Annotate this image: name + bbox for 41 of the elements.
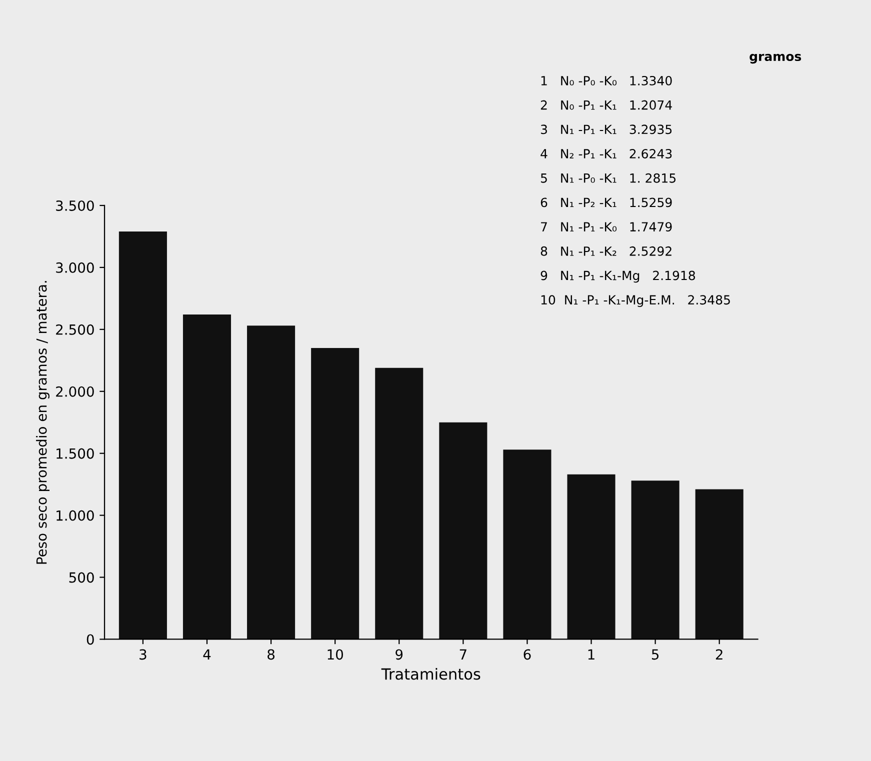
text: 2 N₀ -P₁ -K₁ 1.2074 bbox=[540, 100, 672, 110]
y-tick-label: 0 bbox=[86, 634, 94, 645]
bar bbox=[247, 326, 296, 640]
bar bbox=[695, 489, 744, 640]
y-tick-label: 1.000 bbox=[56, 510, 94, 521]
bar bbox=[439, 422, 488, 640]
text: 1 N₀ -P₀ -K₀ 1.3340 bbox=[541, 76, 672, 86]
y-tick-label: 2.500 bbox=[56, 324, 94, 335]
bar bbox=[503, 450, 552, 640]
x-tick-label: 2 bbox=[716, 649, 722, 660]
y-tick-label: 2.000 bbox=[56, 386, 94, 397]
y-tick-label: 3.000 bbox=[56, 262, 94, 273]
annotation: 10 N₁ -P₁ -K₁-Mg-E.M. 2.3485 bbox=[541, 295, 730, 307]
x-tick-label: 5 bbox=[652, 649, 659, 660]
x-tick-label: 10 bbox=[328, 649, 343, 660]
x-tick-label: 4 bbox=[203, 649, 211, 660]
y-tick-label: 3.500 bbox=[56, 200, 94, 211]
bar bbox=[375, 368, 424, 640]
annotation: 8 N₁ -P₁ -K₂ 2.5292 bbox=[540, 246, 672, 256]
annotation: 6 N₁ -P₂ -K₁ 1.5259 bbox=[540, 198, 672, 208]
annotation: 7 N₁ -P₁ -K₀ 1.7479 bbox=[541, 222, 672, 232]
x-tick-label: 6 bbox=[524, 649, 531, 660]
text: 5 N₁ -P₀ -K₁ 1. 2815 bbox=[540, 173, 676, 183]
text: gramos bbox=[750, 54, 802, 64]
x-tick-label: 3 bbox=[140, 649, 146, 660]
y-tick-label: 500 bbox=[69, 572, 94, 583]
bar bbox=[182, 314, 232, 640]
bar bbox=[567, 474, 616, 640]
y-tick-label: 1.500 bbox=[56, 448, 94, 459]
x-tick-label: 9 bbox=[396, 649, 403, 660]
x-tick-label: 7 bbox=[460, 649, 466, 660]
annotation: 9 N₁ -P₁ -K₁-Mg 2.1918 bbox=[540, 270, 696, 283]
bar bbox=[631, 480, 680, 640]
x-axis-title: Tratamientos bbox=[381, 668, 480, 680]
x-tick-label: 8 bbox=[268, 649, 275, 660]
y-axis-title: Peso seco promedio en gramos / matera. bbox=[36, 281, 50, 564]
bar bbox=[118, 231, 167, 640]
bar bbox=[311, 348, 360, 640]
x-tick-label: 1 bbox=[588, 649, 594, 660]
text: 3 N₁ -P₁ -K₁ 3.2935 bbox=[540, 124, 672, 134]
text: 4 N₂ -P₁ -K₁ 2.6243 bbox=[540, 149, 672, 158]
